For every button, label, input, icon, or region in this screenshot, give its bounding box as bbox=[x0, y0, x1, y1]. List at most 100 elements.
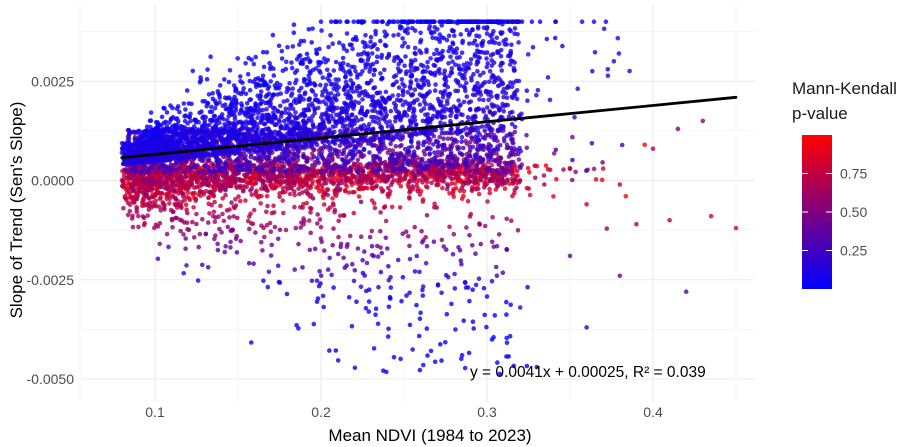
data-point bbox=[449, 136, 455, 141]
data-point bbox=[294, 145, 300, 150]
data-point bbox=[450, 191, 456, 197]
data-point bbox=[442, 68, 448, 73]
data-point bbox=[306, 218, 312, 223]
data-point bbox=[277, 167, 282, 172]
data-point bbox=[148, 178, 153, 183]
data-point bbox=[617, 273, 623, 279]
data-point bbox=[327, 205, 333, 210]
data-point bbox=[487, 167, 492, 173]
data-point bbox=[220, 196, 225, 201]
data-point bbox=[279, 175, 285, 181]
data-point bbox=[589, 141, 595, 146]
data-point bbox=[509, 218, 514, 223]
data-point bbox=[261, 186, 267, 191]
data-point bbox=[579, 19, 585, 25]
data-point bbox=[407, 243, 412, 249]
data-point bbox=[327, 255, 333, 261]
data-point bbox=[203, 231, 209, 237]
data-point bbox=[309, 163, 315, 168]
data-point bbox=[350, 261, 355, 267]
data-point bbox=[683, 289, 689, 295]
data-point bbox=[227, 215, 232, 220]
data-point bbox=[473, 178, 479, 183]
data-point bbox=[212, 174, 217, 180]
data-point bbox=[300, 265, 305, 270]
data-point bbox=[134, 178, 139, 184]
data-point bbox=[322, 143, 327, 149]
data-point bbox=[439, 130, 445, 136]
data-point bbox=[207, 211, 212, 216]
data-point bbox=[282, 151, 288, 156]
data-point bbox=[367, 161, 372, 166]
data-point bbox=[667, 217, 672, 223]
data-point bbox=[439, 115, 445, 121]
data-point bbox=[298, 164, 304, 169]
data-point bbox=[527, 192, 533, 198]
data-point bbox=[275, 263, 281, 269]
data-point bbox=[385, 246, 390, 251]
data-point bbox=[221, 218, 227, 224]
data-point bbox=[464, 94, 470, 99]
data-point bbox=[474, 162, 480, 168]
data-point bbox=[504, 247, 510, 253]
data-point bbox=[215, 247, 221, 253]
data-point bbox=[169, 216, 175, 222]
data-point bbox=[295, 152, 300, 158]
data-point bbox=[379, 250, 385, 256]
data-point bbox=[318, 169, 324, 175]
data-point bbox=[292, 267, 298, 272]
data-point bbox=[269, 135, 274, 141]
data-point bbox=[330, 196, 335, 201]
data-point bbox=[415, 163, 420, 169]
data-point bbox=[570, 157, 575, 163]
data-point bbox=[378, 269, 384, 275]
data-point bbox=[336, 218, 342, 224]
data-point bbox=[436, 161, 442, 166]
data-point bbox=[489, 134, 494, 140]
data-point bbox=[247, 214, 252, 219]
data-point bbox=[272, 129, 278, 135]
data-point bbox=[277, 227, 283, 233]
data-point bbox=[407, 179, 412, 185]
data-point bbox=[309, 206, 314, 211]
data-point bbox=[572, 115, 577, 120]
data-point bbox=[209, 191, 215, 197]
data-point bbox=[337, 188, 343, 193]
data-point bbox=[524, 132, 529, 138]
data-point bbox=[375, 243, 380, 249]
data-point bbox=[318, 224, 324, 230]
data-point bbox=[157, 204, 162, 210]
data-point bbox=[440, 94, 446, 100]
data-point bbox=[223, 186, 228, 192]
data-point bbox=[459, 196, 465, 202]
data-point bbox=[561, 167, 566, 172]
data-point bbox=[394, 108, 399, 114]
data-point bbox=[543, 163, 549, 168]
data-point bbox=[146, 195, 151, 201]
data-point bbox=[496, 169, 501, 175]
data-point bbox=[389, 204, 395, 210]
data-point bbox=[346, 190, 352, 195]
data-point bbox=[249, 192, 255, 197]
data-point bbox=[338, 244, 344, 250]
data-point bbox=[138, 178, 144, 184]
data-point bbox=[385, 191, 390, 197]
data-point bbox=[212, 199, 217, 205]
data-point bbox=[463, 138, 469, 144]
data-point bbox=[365, 180, 370, 186]
data-point bbox=[393, 115, 398, 120]
data-point bbox=[315, 221, 320, 226]
data-point bbox=[223, 192, 228, 198]
data-point bbox=[228, 245, 233, 250]
data-point bbox=[340, 157, 345, 163]
data-point bbox=[285, 186, 291, 192]
data-point bbox=[510, 109, 515, 115]
data-point bbox=[434, 182, 439, 188]
data-point bbox=[260, 248, 265, 253]
data-point bbox=[124, 175, 129, 181]
data-point bbox=[238, 163, 243, 169]
data-point bbox=[318, 273, 324, 279]
data-point bbox=[493, 264, 499, 270]
data-point bbox=[467, 179, 473, 185]
data-point bbox=[390, 152, 395, 158]
